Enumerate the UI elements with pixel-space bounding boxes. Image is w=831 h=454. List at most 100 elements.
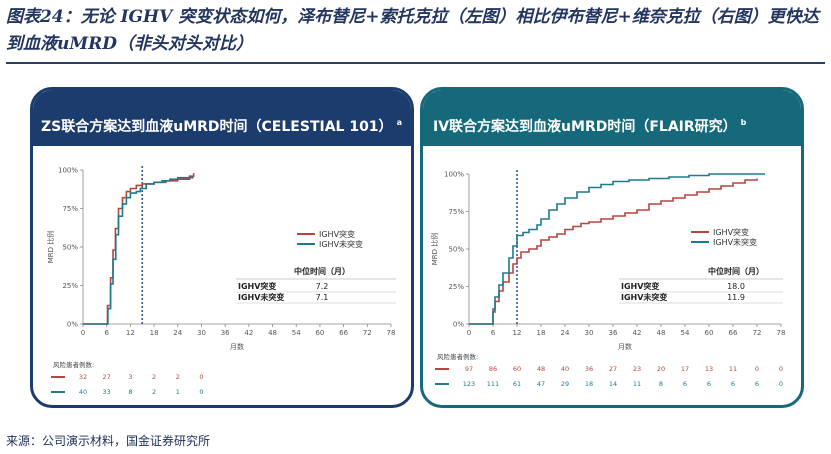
chart1-risk-value: 0 [779,380,783,388]
chart1-risk-value: 0 [755,365,759,373]
chart1-x-tick-label: 78 [777,329,786,337]
chart0-y-tick-label: 25% [62,282,78,290]
chart1-x-tick-label: 66 [729,329,738,337]
chart0-risk-value: 2 [176,373,180,381]
chart0-risk-table-title: 风险患者例数: [53,360,94,369]
chart1-risk-value: 6 [683,380,687,388]
chart1-risk-value: 48 [537,365,545,373]
chart1-risk-value: 18 [585,380,593,388]
chart0-x-tick-label: 78 [387,329,396,337]
figure-source: 来源：公司演示材料，国金证券研究所 [6,434,211,448]
chart0-x-tick-label: 36 [221,329,230,337]
chart0-x-tick-label: 6 [104,329,109,337]
chart1-x-tick-label: 0 [467,329,471,337]
chart1-median-table-header: 中位时间（月） [708,266,764,276]
chart1-risk-value: 60 [513,365,521,373]
chart1-x-tick-label: 18 [537,329,546,337]
chart1-x-axis-label: 月数 [618,342,632,351]
chart1-risk-value: 27 [609,365,617,373]
chart1-risk-value: 97 [465,365,473,373]
left-chart-superscript: a [396,118,402,128]
right-panel-header: IV联合方案达到血液uMRD时间（FLAIR研究） b [423,90,801,146]
chart0-x-tick-label: 24 [173,329,182,337]
chart0-x-tick-label: 18 [150,329,159,337]
chart1-x-tick-label: 24 [561,329,570,337]
chart1-legend-label: IGHV突变 [713,227,749,237]
chart1-x-tick-label: 48 [657,329,666,337]
chart0-x-tick-label: 42 [244,329,253,337]
chart1-y-tick-label: 50% [448,246,464,254]
chart1-x-tick-label: 42 [633,329,642,337]
chart1-risk-value: 61 [513,380,521,388]
chart0-median-table-row-value: 7.2 [316,282,329,291]
chart1-median-table-row-label: IGHV突变 [621,281,659,291]
chart1-x-tick-label: 54 [681,329,690,337]
chart1-risk-value: 23 [633,365,641,373]
left-chart-title: ZS联合方案达到血液uMRD时间（CELESTIAL 101） [41,119,393,135]
chart1-risk-value: 111 [487,380,499,388]
chart0-legend-label: IGHV突变 [319,229,355,239]
right-chart-superscript: b [740,118,747,128]
figure-title: 图表24：无论 IGHV 突变状态如何，泽布替尼+索托克拉（左图）相比伊布替尼+… [6,7,819,54]
left-chart-svg: 0%25%50%75%100%0 6 12 18 24 30 36 42 48 54 60 66 72 7… [46,166,396,396]
left-chart-panel: ZS联合方案达到血液uMRD时间（CELESTIAL 101） a 0% 25% 50… [30,87,414,408]
chart1-median-table-row-value: 11.9 [727,293,745,302]
chart0-x-tick-label: 48 [268,329,277,337]
chart0-risk-value: 2 [152,373,156,381]
chart0-y-tick-label: 50% [62,244,78,252]
chart1-x-tick-label: 36 [609,329,618,337]
chart0-risk-value: 0 [199,388,203,396]
chart1-y-tick-label: 25% [448,283,464,291]
chart0-series-line-ighv-unmutated [83,176,194,325]
chart0-y-tick-label: 100% [58,167,78,175]
chart0-median-table-row-value: 7.1 [316,293,329,302]
chart1-x-tick-label: 72 [753,329,762,337]
chart1-risk-value: 8 [659,380,663,388]
chart0-x-tick-label: 60 [315,329,324,337]
chart0-x-tick-label: 30 [197,329,206,337]
chart1-y-tick-label: 100% [444,171,464,179]
chart1-x-tick-label: 12 [513,329,522,337]
chart0-median-table-header: 中位时间（月） [294,266,350,276]
chart0-risk-value: 1 [176,388,180,396]
chart0-x-tick-label: 66 [339,329,348,337]
chart1-y-tick-label: 0% [453,321,464,329]
chart0-risk-value: 27 [103,373,111,381]
chart1-median-table-row-value: 18.0 [727,282,745,291]
chart1-risk-value: 86 [489,365,497,373]
chart1-risk-value: 47 [537,380,545,388]
chart1-risk-value: 17 [681,365,689,373]
chart0-x-tick-label: 0 [81,329,85,337]
chart0-y-tick-label: 0% [67,321,78,329]
chart0-risk-value: 0 [199,373,203,381]
chart1-risk-table-title: 风险患者例数: [437,352,478,361]
chart1-risk-value: 123 [463,380,475,388]
chart1-risk-value: 13 [705,365,713,373]
chart1-risk-value: 6 [755,380,759,388]
chart1-y-axis-label: MRD 比例 [430,233,439,266]
chart1-risk-value: 11 [633,380,641,388]
chart0-risk-value: 32 [79,373,87,381]
chart0-y-axis-label: MRD 比例 [46,231,55,264]
chart1-x-tick-label: 60 [705,329,714,337]
chart1-risk-value: 6 [731,380,735,388]
chart1-x-tick-label: 6 [491,329,496,337]
chart0-x-tick-label: 12 [126,329,135,337]
chart1-risk-value: 36 [585,365,593,373]
chart1-series-line-ighv-unmutated [469,173,765,325]
chart1-risk-value: 0 [779,365,783,373]
chart0-median-table-row-label: IGHV突变 [238,281,276,291]
chart0-y-tick-label: 75% [62,205,78,213]
left-panel-header: ZS联合方案达到血液uMRD时间（CELESTIAL 101） a [33,90,411,146]
right-chart-title: IV联合方案达到血液uMRD时间（FLAIR研究） [433,119,737,135]
chart0-risk-value: 3 [128,373,132,381]
title-divider [6,62,825,64]
chart0-risk-value: 8 [128,388,132,396]
chart1-risk-value: 6 [707,380,711,388]
chart0-median-table-row-label: IGHV未突变 [238,292,284,302]
right-chart-panel: IV联合方案达到血液uMRD时间（FLAIR研究） b 0% 25% 50% 75% 10… [420,87,804,408]
chart1-risk-value: 14 [609,380,617,388]
chart0-x-tick-label: 54 [292,329,301,337]
chart1-risk-value: 40 [561,365,569,373]
chart0-risk-value: 2 [152,388,156,396]
